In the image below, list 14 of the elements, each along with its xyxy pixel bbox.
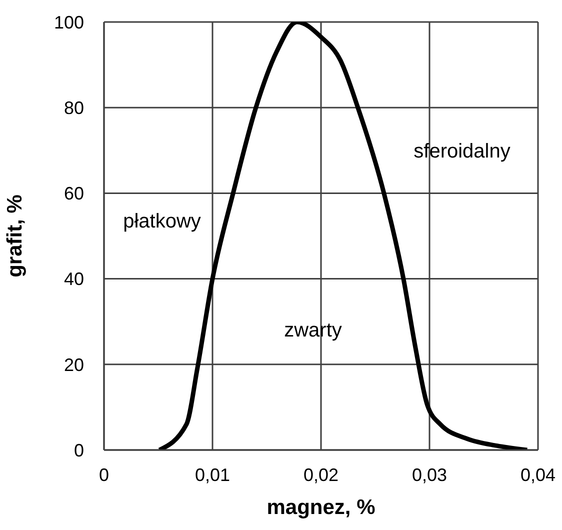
y-tick-label: 20 [64, 354, 84, 375]
y-tick-label: 80 [64, 98, 84, 118]
x-tick-label: 0,01 [194, 464, 230, 485]
y-tick-label: 100 [54, 12, 84, 32]
x-tick-label: 0,04 [520, 464, 556, 485]
annotation: płatkowy [123, 210, 201, 234]
x-tick-label: 0,02 [303, 464, 339, 485]
y-tick-label: 40 [64, 269, 84, 290]
y-tick-label: 0 [74, 440, 84, 460]
y-tick-label: 60 [64, 184, 84, 204]
x-axis-title: magnez, % [266, 496, 376, 519]
y-axis-title: grafit, % [3, 194, 26, 278]
x-tick-label: 0 [98, 464, 110, 485]
x-tick-label: 0,03 [412, 464, 448, 485]
